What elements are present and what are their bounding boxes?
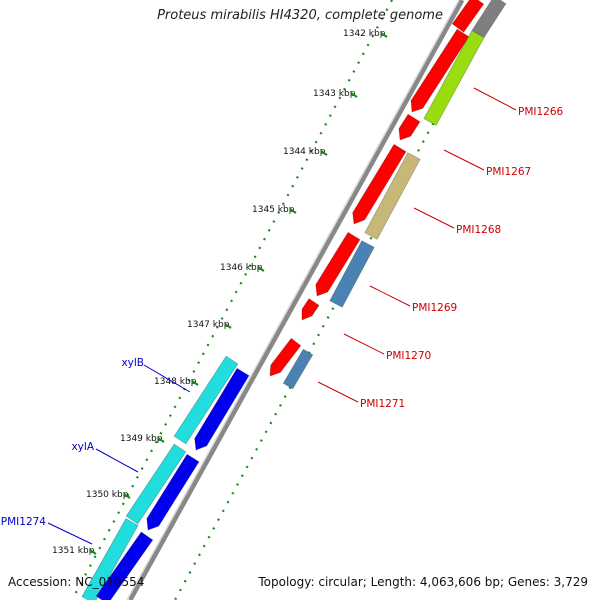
cds-block[interactable] [315, 231, 361, 297]
ruler-tick-label: 1350 kbp [86, 490, 129, 500]
gene-label-leader [443, 149, 485, 171]
gene-label-leader [317, 381, 359, 403]
ruler-tick-label: 1342 kbp [343, 29, 386, 39]
cyan-track-block[interactable] [81, 518, 139, 600]
gene-label[interactable]: PMI1274 [1, 516, 47, 528]
gene-label-leader [343, 333, 385, 355]
accession-text: Accession: NC_010554 [8, 575, 145, 589]
ruler-tick-mark [350, 92, 358, 98]
map-title: Proteus mirabilis HI4320, complete genom… [157, 8, 443, 23]
gene-label[interactable]: PMI1268 [456, 224, 501, 236]
ruler-tick-mark [257, 266, 265, 272]
ruler-tick-mark [89, 549, 97, 555]
reverse-cds-block[interactable] [194, 367, 250, 451]
ruler-tick-label: 1344 kbp [283, 147, 326, 157]
genome-backbone [127, 0, 465, 600]
cds-block[interactable] [269, 337, 302, 377]
ruler-tick-label: 1347 kbp [187, 320, 230, 330]
genome-summary-text: Topology: circular; Length: 4,063,606 bp… [258, 575, 588, 589]
ruler-tick-label: 1343 kbp [313, 89, 356, 99]
steelblue-track-block[interactable] [329, 240, 375, 308]
ruler-tick-mark [289, 208, 297, 214]
ruler-tick-label: 1349 kbp [120, 434, 163, 444]
reverse-cds-block[interactable] [95, 531, 154, 600]
ruler-dotted-line [71, 0, 393, 600]
cds-block[interactable] [352, 143, 407, 225]
gene-label-leader [473, 87, 517, 111]
cds-block[interactable] [398, 113, 421, 141]
ruler-tick-mark [380, 32, 388, 38]
gene-label[interactable]: PMI1267 [486, 166, 531, 178]
gene-label[interactable]: PMI1270 [386, 350, 431, 362]
cyan-track-block[interactable] [173, 355, 239, 445]
feature-track [81, 0, 507, 600]
ruler-tick-label: 1346 kbp [220, 263, 263, 273]
steelblue-track-block[interactable] [282, 348, 314, 390]
ruler-tick-mark [320, 150, 328, 156]
gene-label[interactable]: PMI1269 [412, 302, 457, 314]
gene-label[interactable]: xylB [121, 357, 144, 369]
ruler-ticks: 1342 kbp 1343 kbp 1344 kbp 1345 kbp 1346 kbp… [52, 29, 388, 556]
ruler-tick-label: 1345 kbp [252, 205, 295, 215]
ruler-tick-label: 1351 kbp [52, 546, 95, 556]
gene-label[interactable]: PMI1266 [518, 106, 564, 118]
cyan-track-block[interactable] [125, 443, 187, 525]
cds-block[interactable] [410, 28, 470, 113]
ruler-tick-mark [123, 493, 131, 499]
lime-track-block[interactable] [423, 30, 485, 126]
cds-block[interactable] [301, 298, 320, 321]
ruler-tick-mark [191, 380, 199, 386]
ruler-tick-label: 1348 kbp [154, 377, 197, 387]
ruler-tick-mark [157, 437, 165, 443]
gene-label[interactable]: xylA [71, 441, 94, 453]
gene-label-leader [143, 364, 191, 393]
khaki-track-block[interactable] [364, 152, 421, 240]
ruler-tick-mark [224, 323, 232, 329]
cds-block[interactable] [451, 0, 485, 33]
gene-label-leader [95, 448, 139, 473]
feature-labels: PMI1266 PMI1267 PMI1268 PMI1269 PMI1270 PMI12… [1, 87, 564, 545]
genome-backbone-highlight [126, 0, 460, 600]
gene-label-leader [369, 285, 411, 307]
gene-label[interactable]: PMI1271 [360, 398, 405, 410]
gene-label-leader [47, 522, 93, 545]
reverse-cds-block[interactable] [146, 453, 200, 531]
gene-label-leader [413, 207, 455, 229]
